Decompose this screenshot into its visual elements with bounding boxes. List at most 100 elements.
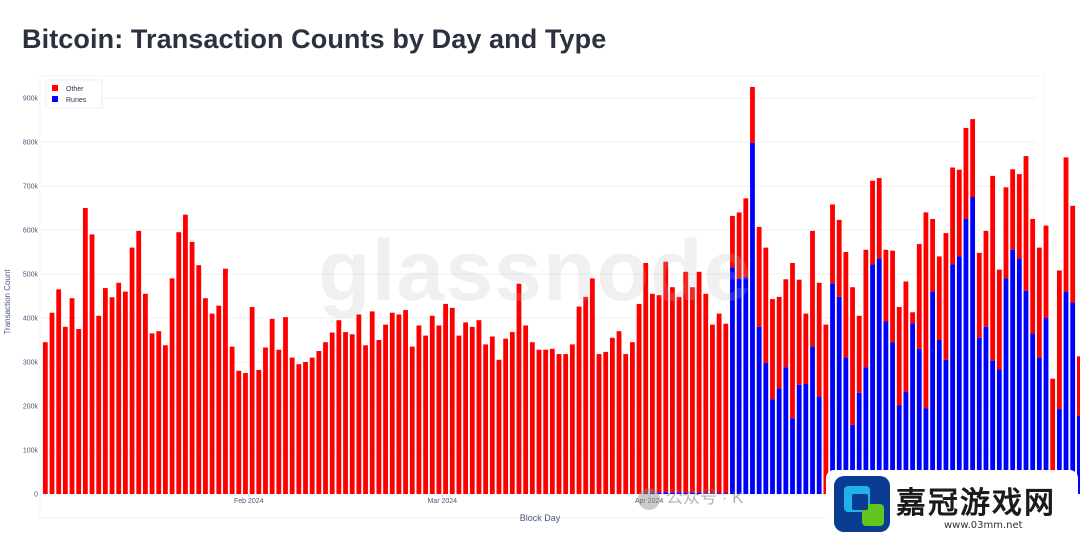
day-bar[interactable] xyxy=(910,312,915,494)
bar-segment-other[interactable] xyxy=(89,234,95,494)
bar-segment-other[interactable] xyxy=(890,250,895,343)
bar-segment-other[interactable] xyxy=(416,325,422,494)
day-bar[interactable] xyxy=(836,219,842,494)
day-bar[interactable] xyxy=(596,354,602,494)
day-bar[interactable] xyxy=(309,357,315,494)
bar-segment-other[interactable] xyxy=(776,296,782,389)
bar-segment-runes[interactable] xyxy=(736,278,742,494)
day-bar[interactable] xyxy=(1036,247,1042,494)
day-bar[interactable] xyxy=(283,317,288,494)
bar-segment-other[interactable] xyxy=(1076,356,1080,416)
legend-label-other[interactable]: Other xyxy=(66,86,84,93)
bar-segment-runes[interactable] xyxy=(790,418,795,494)
day-bar[interactable] xyxy=(443,303,448,494)
bar-segment-runes[interactable] xyxy=(796,384,802,494)
bar-segment-runes[interactable] xyxy=(770,399,775,494)
day-bar[interactable] xyxy=(870,180,875,494)
bar-segment-other[interactable] xyxy=(843,252,849,358)
bar-segment-other[interactable] xyxy=(363,345,368,494)
bar-segment-other[interactable] xyxy=(750,87,755,143)
day-bar[interactable] xyxy=(810,230,815,494)
day-bar[interactable] xyxy=(763,247,769,494)
day-bar[interactable] xyxy=(456,335,462,494)
bar-segment-other[interactable] xyxy=(930,219,935,292)
day-bar[interactable] xyxy=(496,359,502,494)
bar-segment-other[interactable] xyxy=(376,340,382,494)
bar-segment-other[interactable] xyxy=(429,315,435,494)
bar-segment-other[interactable] xyxy=(283,317,288,494)
bar-segment-other[interactable] xyxy=(156,331,162,494)
day-bar[interactable] xyxy=(56,289,62,494)
bar-segment-other[interactable] xyxy=(723,323,729,494)
bar-segment-other[interactable] xyxy=(796,279,802,385)
day-bar[interactable] xyxy=(209,313,215,494)
day-bar[interactable] xyxy=(883,249,889,494)
day-bar[interactable] xyxy=(476,320,482,494)
day-bar[interactable] xyxy=(143,293,148,494)
day-bar[interactable] xyxy=(122,291,128,494)
bar-segment-other[interactable] xyxy=(903,281,909,392)
bar-segment-runes[interactable] xyxy=(983,326,989,494)
day-bar[interactable] xyxy=(249,307,255,494)
bar-segment-other[interactable] xyxy=(810,230,815,347)
day-bar[interactable] xyxy=(670,287,675,494)
bar-segment-other[interactable] xyxy=(116,282,122,494)
day-bar[interactable] xyxy=(129,247,135,494)
day-bar[interactable] xyxy=(102,288,108,494)
day-bar[interactable] xyxy=(616,331,622,494)
bar-segment-other[interactable] xyxy=(196,265,202,494)
day-bar[interactable] xyxy=(576,306,582,494)
bar-segment-other[interactable] xyxy=(403,310,408,494)
bar-segment-other[interactable] xyxy=(1036,247,1042,358)
day-bar[interactable] xyxy=(830,204,835,494)
bar-segment-other[interactable] xyxy=(256,369,262,494)
day-bar[interactable] xyxy=(790,263,795,494)
bar-segment-runes[interactable] xyxy=(883,321,889,494)
day-bar[interactable] xyxy=(990,175,996,494)
bar-segment-other[interactable] xyxy=(309,357,315,494)
day-bar[interactable] xyxy=(236,370,242,494)
bar-segment-other[interactable] xyxy=(503,338,509,494)
bar-segment-other[interactable] xyxy=(443,303,448,494)
bar-segment-other[interactable] xyxy=(870,180,875,265)
bar-segment-other[interactable] xyxy=(269,318,275,494)
bar-segment-runes[interactable] xyxy=(1070,302,1076,494)
day-bar[interactable] xyxy=(770,299,775,494)
bar-segment-other[interactable] xyxy=(356,314,362,494)
day-bar[interactable] xyxy=(930,219,935,494)
bar-segment-other[interactable] xyxy=(830,204,835,284)
bar-segment-other[interactable] xyxy=(209,313,215,494)
day-bar[interactable] xyxy=(76,329,82,494)
day-bar[interactable] xyxy=(963,127,969,494)
day-bar[interactable] xyxy=(463,322,469,494)
day-bar[interactable] xyxy=(169,278,175,494)
bar-segment-runes[interactable] xyxy=(716,493,722,494)
bar-segment-other[interactable] xyxy=(1056,270,1062,410)
day-bar[interactable] xyxy=(62,326,68,494)
day-bar[interactable] xyxy=(429,315,435,494)
day-bar[interactable] xyxy=(363,345,368,494)
day-bar[interactable] xyxy=(896,307,902,494)
bar-segment-other[interactable] xyxy=(423,335,428,494)
bar-segment-other[interactable] xyxy=(316,351,322,494)
day-bar[interactable] xyxy=(863,249,869,494)
bar-segment-other[interactable] xyxy=(96,315,102,494)
day-bar[interactable] xyxy=(449,307,455,494)
day-bar[interactable] xyxy=(1030,219,1036,494)
day-bar[interactable] xyxy=(730,215,735,494)
bar-segment-other[interactable] xyxy=(716,313,722,494)
day-bar[interactable] xyxy=(316,351,322,494)
day-bar[interactable] xyxy=(1003,187,1009,494)
day-bar[interactable] xyxy=(89,234,95,494)
day-bar[interactable] xyxy=(589,278,595,494)
bar-segment-other[interactable] xyxy=(396,314,402,494)
day-bar[interactable] xyxy=(216,305,222,494)
bar-segment-runes[interactable] xyxy=(963,219,969,494)
day-bar[interactable] xyxy=(750,87,755,494)
bar-segment-runes[interactable] xyxy=(663,492,669,494)
bar-segment-other[interactable] xyxy=(136,230,142,494)
day-bar[interactable] xyxy=(389,312,395,494)
day-bar[interactable] xyxy=(783,279,789,494)
bar-segment-other[interactable] xyxy=(236,370,242,494)
day-bar[interactable] xyxy=(756,226,762,494)
